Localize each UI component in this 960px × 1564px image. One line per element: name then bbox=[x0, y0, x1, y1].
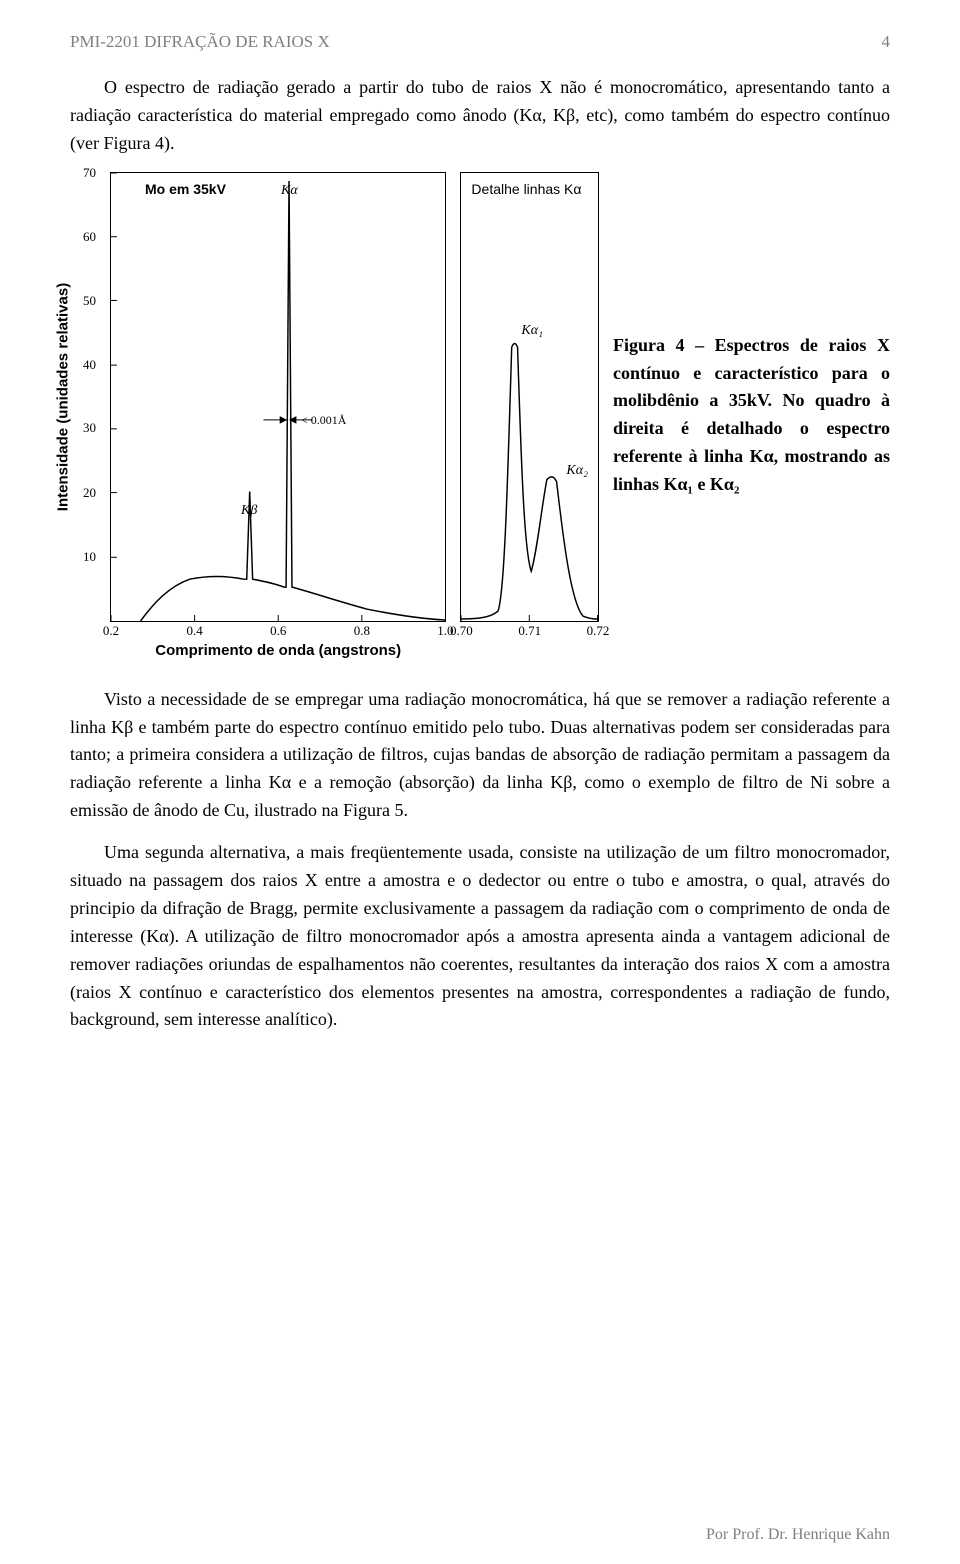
y-axis-label: Intensidade (unidades relativas) bbox=[55, 282, 72, 510]
spectrum-curve-left bbox=[111, 173, 445, 621]
header-title: PMI-2201 DIFRAÇÃO DE RAIOS X bbox=[70, 32, 330, 52]
footer-credit: Por Prof. Dr. Henrique Kahn bbox=[706, 1526, 890, 1544]
y-tick: 60 bbox=[83, 229, 96, 245]
y-tick: 20 bbox=[83, 485, 96, 501]
x-tick: 0.70 bbox=[450, 623, 473, 639]
x-tick: 0.4 bbox=[186, 623, 202, 639]
y-tick: 40 bbox=[83, 357, 96, 373]
figure-caption: Figura 4 – Espectros de raios X contínuo… bbox=[613, 172, 890, 499]
paragraph-1: O espectro de radiação gerado a partir d… bbox=[70, 74, 890, 158]
page-header: PMI-2201 DIFRAÇÃO DE RAIOS X 4 bbox=[70, 32, 890, 52]
x-tick: 0.6 bbox=[270, 623, 286, 639]
x-tick: 0.71 bbox=[518, 623, 541, 639]
x-tick: 0.72 bbox=[587, 623, 610, 639]
x-tick: 0.2 bbox=[103, 623, 119, 639]
y-tick: 70 bbox=[83, 165, 96, 181]
x-axis-label: Comprimento de onda (angstrons) bbox=[155, 642, 401, 659]
x-tick: 0.8 bbox=[354, 623, 370, 639]
paragraph-2: Visto a necessidade de se empregar uma r… bbox=[70, 686, 890, 825]
paragraph-3: Uma segunda alternativa, a mais freqüent… bbox=[70, 839, 890, 1034]
y-tick: 10 bbox=[83, 549, 96, 565]
y-tick: 30 bbox=[83, 420, 96, 436]
spectrum-curve-right bbox=[461, 173, 598, 621]
chart-right: Detalhe linhas Kα Kα₁ Kα₂ 0.70 0.71 0.72 bbox=[460, 172, 599, 622]
page-number: 4 bbox=[882, 32, 891, 52]
y-tick: 50 bbox=[83, 293, 96, 309]
figure-4-area: Intensidade (unidades relativas) Comprim… bbox=[110, 172, 890, 622]
chart-left: Intensidade (unidades relativas) Comprim… bbox=[110, 172, 446, 622]
